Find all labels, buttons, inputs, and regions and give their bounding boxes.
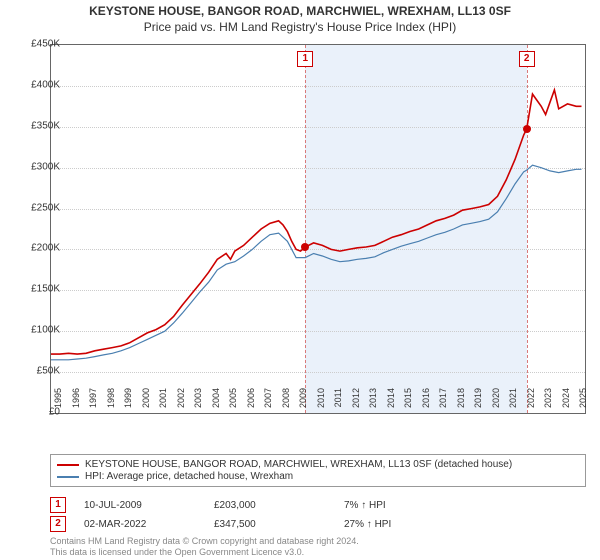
sale-date: 02-MAR-2022 [84, 519, 214, 530]
xtick-label: 2018 [456, 388, 466, 418]
xtick-label: 2004 [211, 388, 221, 418]
legend-row: KEYSTONE HOUSE, BANGOR ROAD, MARCHWIEL, … [57, 459, 579, 470]
sale-price: £347,500 [214, 519, 344, 530]
sale-delta: 7% ↑ HPI [344, 500, 474, 511]
xtick-label: 2012 [351, 388, 361, 418]
xtick-label: 2009 [298, 388, 308, 418]
ytick-label: £300K [14, 161, 60, 172]
legend-label: KEYSTONE HOUSE, BANGOR ROAD, MARCHWIEL, … [85, 459, 512, 470]
xtick-label: 2025 [578, 388, 588, 418]
chart-area: 12 [50, 44, 586, 414]
title-block: KEYSTONE HOUSE, BANGOR ROAD, MARCHWIEL, … [0, 0, 600, 36]
footer: Contains HM Land Registry data © Crown c… [50, 536, 586, 558]
xtick-label: 2010 [316, 388, 326, 418]
title-subtitle: Price paid vs. HM Land Registry's House … [0, 20, 600, 34]
series-line [51, 90, 582, 354]
title-address: KEYSTONE HOUSE, BANGOR ROAD, MARCHWIEL, … [0, 4, 600, 18]
legend-row: HPI: Average price, detached house, Wrex… [57, 471, 579, 482]
sale-date: 10-JUL-2009 [84, 500, 214, 511]
legend: KEYSTONE HOUSE, BANGOR ROAD, MARCHWIEL, … [50, 454, 586, 487]
xtick-label: 2003 [193, 388, 203, 418]
series-line [51, 165, 582, 360]
ytick-label: £250K [14, 202, 60, 213]
xtick-label: 2011 [333, 388, 343, 418]
ytick-label: £150K [14, 284, 60, 295]
xtick-label: 1998 [106, 388, 116, 418]
sale-price: £203,000 [214, 500, 344, 511]
ytick-label: £50K [14, 366, 60, 377]
xtick-label: 2013 [368, 388, 378, 418]
xtick-label: 2001 [158, 388, 168, 418]
ytick-label: £350K [14, 120, 60, 131]
chart-container: KEYSTONE HOUSE, BANGOR ROAD, MARCHWIEL, … [0, 0, 600, 560]
xtick-label: 2006 [246, 388, 256, 418]
xtick-label: 1999 [123, 388, 133, 418]
ytick-label: £200K [14, 243, 60, 254]
footer-line-2: This data is licensed under the Open Gov… [50, 547, 586, 558]
line-series-svg [51, 45, 585, 413]
xtick-label: 2005 [228, 388, 238, 418]
sales-row: 1 10-JUL-2009£203,0007% ↑ HPI [50, 497, 586, 513]
xtick-label: 2024 [561, 388, 571, 418]
xtick-label: 2021 [508, 388, 518, 418]
sale-marker-box: 1 [297, 51, 313, 67]
xtick-label: 1997 [88, 388, 98, 418]
xtick-label: 2020 [491, 388, 501, 418]
xtick-label: 2016 [421, 388, 431, 418]
xtick-label: 2014 [386, 388, 396, 418]
sale-dot [301, 243, 309, 251]
legend-label: HPI: Average price, detached house, Wrex… [85, 471, 293, 482]
xtick-label: 2022 [526, 388, 536, 418]
legend-swatch [57, 464, 79, 466]
ytick-label: £450K [14, 39, 60, 50]
sale-dot [523, 125, 531, 133]
xtick-label: 2000 [141, 388, 151, 418]
xtick-label: 2015 [403, 388, 413, 418]
xtick-label: 2017 [438, 388, 448, 418]
xtick-label: 2002 [176, 388, 186, 418]
xtick-label: 2019 [473, 388, 483, 418]
sale-marker: 1 [50, 497, 66, 513]
sale-delta: 27% ↑ HPI [344, 519, 474, 530]
sale-marker: 2 [50, 516, 66, 532]
xtick-label: 2008 [281, 388, 291, 418]
xtick-label: 2007 [263, 388, 273, 418]
footer-line-1: Contains HM Land Registry data © Crown c… [50, 536, 586, 547]
xtick-label: 1996 [71, 388, 81, 418]
ytick-label: £400K [14, 79, 60, 90]
ytick-label: £100K [14, 325, 60, 336]
sales-row: 2 02-MAR-2022£347,50027% ↑ HPI [50, 516, 586, 532]
sales-table: 1 10-JUL-2009£203,0007% ↑ HPI 2 02-MAR-2022… [50, 494, 586, 535]
legend-swatch [57, 476, 79, 478]
sale-marker-box: 2 [519, 51, 535, 67]
xtick-label: 2023 [543, 388, 553, 418]
xtick-label: 1995 [53, 388, 63, 418]
